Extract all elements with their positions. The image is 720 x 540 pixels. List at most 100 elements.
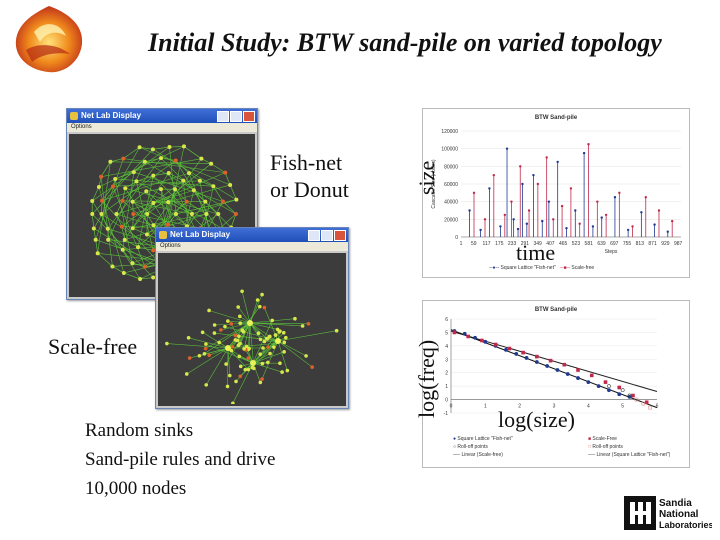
graph-node xyxy=(234,197,239,202)
graph-edge xyxy=(153,172,226,204)
window-titlebar[interactable]: Net Lab Display xyxy=(67,109,257,123)
data-point xyxy=(524,356,529,360)
graph-edge xyxy=(231,350,254,364)
graph-edge xyxy=(230,323,254,364)
graph-node xyxy=(173,212,178,216)
graph-edge xyxy=(152,149,237,200)
data-point xyxy=(596,384,601,389)
graph-edge xyxy=(92,149,154,215)
y-tick-label: 80000 xyxy=(444,164,458,170)
data-point xyxy=(617,385,622,390)
close-icon[interactable] xyxy=(243,111,255,122)
graph-node xyxy=(284,335,288,340)
menu-options[interactable]: Options xyxy=(156,242,348,251)
x-tick-label: 6 xyxy=(656,404,659,410)
graph-node xyxy=(267,335,272,339)
graph-node xyxy=(121,270,126,275)
maximize-icon[interactable] xyxy=(321,230,333,241)
scalefree-graph-canvas xyxy=(158,253,346,406)
graph-node xyxy=(203,199,208,204)
graph-edge xyxy=(167,146,185,225)
graph-node xyxy=(136,245,141,250)
graph-node xyxy=(237,354,242,359)
graph-edge xyxy=(277,330,337,342)
graph-node xyxy=(199,156,204,161)
data-point xyxy=(541,219,544,223)
graph-node xyxy=(114,212,119,216)
data-point xyxy=(666,230,669,233)
y-tick-label: 3 xyxy=(445,357,448,363)
graph-node xyxy=(106,237,111,242)
x-tick-label: 697 xyxy=(610,241,619,247)
minimize-icon[interactable] xyxy=(217,111,229,122)
graph-edge xyxy=(174,189,187,202)
x-tick-label: 4 xyxy=(587,404,590,410)
description-line: 10,000 nodes xyxy=(85,478,187,499)
graph-node xyxy=(242,346,246,351)
graph-edge xyxy=(153,158,202,226)
minimize-icon[interactable] xyxy=(308,230,320,241)
graph-edge xyxy=(133,171,224,202)
x-tick-label: 465 xyxy=(559,241,568,247)
graph-node xyxy=(212,331,217,335)
graph-node xyxy=(266,345,270,349)
data-point xyxy=(618,191,621,195)
graph-edge xyxy=(208,310,251,324)
graph-edge xyxy=(230,213,237,228)
graph-edge xyxy=(205,347,229,386)
graph-node xyxy=(131,212,136,216)
graph-node xyxy=(270,318,275,323)
y-tick-label: -1 xyxy=(444,411,449,417)
data-point xyxy=(613,196,617,199)
data-point xyxy=(521,350,525,355)
graph-edge xyxy=(249,322,267,339)
graph-node xyxy=(121,156,126,161)
graph-node xyxy=(223,324,227,329)
graph-node xyxy=(166,200,171,205)
window-title: Net Lab Display xyxy=(81,111,142,120)
graph-edge xyxy=(227,347,231,376)
x-tick-label: 59 xyxy=(471,241,477,247)
graph-node xyxy=(197,354,202,358)
data-point xyxy=(607,384,611,389)
axis-label-size: size xyxy=(414,160,439,195)
menu-options[interactable]: Options xyxy=(67,123,257,132)
data-point xyxy=(574,209,577,212)
sandia-logo: Sandia National Laboratories xyxy=(622,492,714,534)
window-titlebar[interactable]: Net Lab Display xyxy=(156,228,348,242)
x-tick-label: 581 xyxy=(585,241,594,247)
graph-edge xyxy=(101,160,176,215)
data-point xyxy=(607,388,611,393)
y-tick-label: 5 xyxy=(445,330,448,336)
x-tick-label: 117 xyxy=(483,241,491,247)
data-point xyxy=(582,151,586,155)
graph-edge xyxy=(112,266,125,274)
graph-edge xyxy=(100,176,113,267)
data-point xyxy=(519,165,522,168)
legend-item: Scale-Free xyxy=(592,436,617,442)
graph-edge xyxy=(225,322,251,365)
graph-node xyxy=(238,341,242,346)
data-point xyxy=(547,200,551,203)
graph-node xyxy=(151,173,156,178)
data-point xyxy=(600,216,603,219)
graph-edge xyxy=(132,201,193,215)
netlab-window-scalefree[interactable]: Net Lab Display Options xyxy=(155,227,349,409)
graph-edge xyxy=(146,188,162,192)
data-point xyxy=(514,352,519,356)
graph-node xyxy=(278,329,282,333)
maximize-icon[interactable] xyxy=(230,111,242,122)
close-icon[interactable] xyxy=(334,230,346,241)
x-tick-label: 175 xyxy=(495,241,504,247)
graph-node xyxy=(207,353,212,358)
graph-node xyxy=(282,350,286,354)
data-point xyxy=(452,330,457,335)
graph-edge xyxy=(160,157,232,228)
graph-node xyxy=(165,222,170,227)
graph-node xyxy=(260,377,264,381)
graph-node xyxy=(181,178,186,183)
y-tick-label: 0 xyxy=(455,235,458,241)
graph-node xyxy=(278,361,282,366)
graph-edge xyxy=(183,146,202,159)
graph-node xyxy=(144,189,149,194)
